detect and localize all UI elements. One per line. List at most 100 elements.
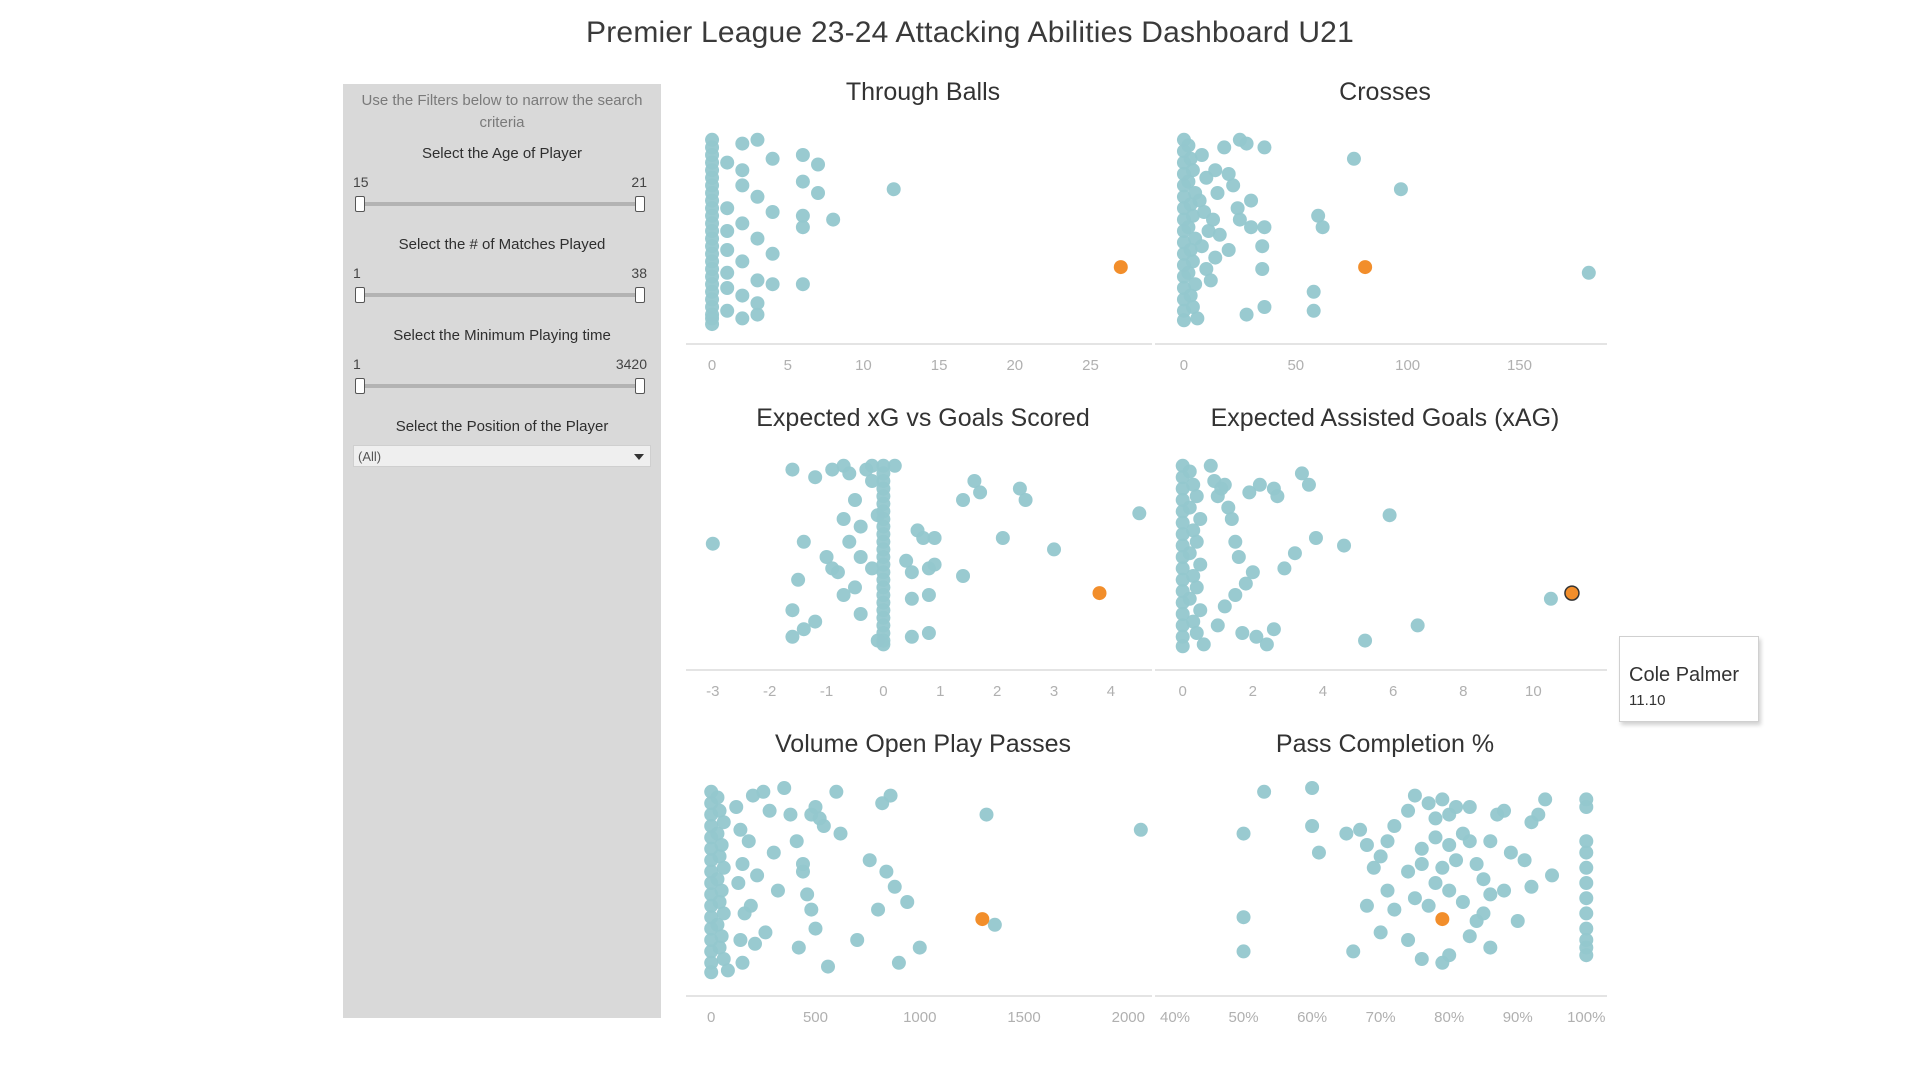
player-point[interactable]: [1579, 891, 1594, 906]
player-point[interactable]: [1462, 800, 1477, 814]
player-point[interactable]: [1212, 227, 1227, 242]
player-point[interactable]: [1410, 618, 1425, 633]
player-point[interactable]: [750, 231, 765, 246]
player-point[interactable]: [1435, 860, 1450, 875]
player-point[interactable]: [836, 512, 851, 526]
player-point[interactable]: [1428, 811, 1443, 826]
player-point[interactable]: [1210, 186, 1225, 200]
player-point[interactable]: [826, 212, 841, 227]
player-point[interactable]: [842, 534, 857, 549]
player-point[interactable]: [1018, 493, 1033, 507]
player-point[interactable]: [770, 883, 785, 898]
player-point[interactable]: [876, 496, 891, 511]
player-point[interactable]: [967, 474, 982, 488]
player-point[interactable]: [1359, 898, 1374, 913]
player-point[interactable]: [1524, 879, 1539, 894]
player-point[interactable]: [1579, 834, 1594, 849]
player-point[interactable]: [720, 224, 735, 238]
player-point[interactable]: [979, 807, 994, 822]
player-point[interactable]: [879, 864, 894, 879]
player-point[interactable]: [785, 629, 800, 644]
player-point[interactable]: [1449, 800, 1464, 814]
player-point[interactable]: [956, 569, 971, 583]
player-point[interactable]: [720, 243, 735, 257]
player-point[interactable]: [904, 565, 919, 580]
player-point[interactable]: [1208, 163, 1223, 178]
player-point[interactable]: [1217, 140, 1232, 155]
player-point[interactable]: [1428, 830, 1443, 845]
player-point[interactable]: [865, 474, 880, 488]
position-dropdown[interactable]: (All): [353, 445, 651, 467]
player-point[interactable]: [705, 317, 720, 332]
player-point[interactable]: [1428, 876, 1443, 890]
player-point[interactable]: [1175, 639, 1190, 654]
player-point[interactable]: [705, 292, 720, 307]
player-point[interactable]: [743, 898, 758, 913]
player-point[interactable]: [1287, 546, 1302, 561]
player-point[interactable]: [1245, 565, 1260, 580]
player-point[interactable]: [921, 588, 936, 602]
chevron-down-icon[interactable]: [634, 454, 644, 460]
player-point[interactable]: [1308, 531, 1323, 545]
playing-time-range-slider[interactable]: [353, 378, 651, 394]
highlighted-player-point[interactable]: [1435, 912, 1450, 927]
player-point[interactable]: [876, 572, 891, 587]
player-point[interactable]: [825, 561, 840, 576]
player-point[interactable]: [836, 588, 851, 602]
player-point[interactable]: [796, 534, 811, 549]
player-point[interactable]: [1193, 603, 1208, 618]
player-point[interactable]: [1581, 265, 1596, 280]
player-point[interactable]: [748, 936, 763, 951]
player-point[interactable]: [720, 201, 735, 216]
player-point[interactable]: [1358, 633, 1373, 648]
player-point[interactable]: [705, 262, 720, 276]
player-point[interactable]: [1189, 534, 1204, 549]
player-point[interactable]: [1393, 182, 1408, 197]
player-point[interactable]: [870, 508, 885, 523]
highlighted-player-point[interactable]: [1092, 586, 1107, 601]
player-point[interactable]: [876, 603, 891, 618]
player-point[interactable]: [1183, 151, 1198, 166]
player-point[interactable]: [808, 614, 823, 629]
player-point[interactable]: [876, 588, 891, 602]
player-point[interactable]: [1182, 546, 1197, 561]
player-point[interactable]: [1183, 288, 1198, 303]
player-point[interactable]: [1232, 212, 1247, 227]
player-point[interactable]: [886, 182, 901, 197]
player-point[interactable]: [1196, 637, 1211, 652]
player-point[interactable]: [1193, 557, 1208, 572]
player-point[interactable]: [865, 458, 880, 473]
player-point[interactable]: [1339, 826, 1354, 841]
player-point[interactable]: [1181, 265, 1196, 280]
player-point[interactable]: [750, 868, 765, 883]
player-point[interactable]: [1249, 629, 1264, 644]
player-point[interactable]: [804, 902, 819, 917]
player-point[interactable]: [1483, 940, 1498, 955]
player-point[interactable]: [1182, 500, 1197, 515]
player-point[interactable]: [1401, 933, 1416, 947]
player-point[interactable]: [862, 853, 877, 868]
player-point[interactable]: [705, 536, 720, 551]
player-point[interactable]: [921, 626, 936, 640]
player-point[interactable]: [750, 273, 765, 288]
player-point[interactable]: [795, 277, 810, 292]
player-point[interactable]: [1414, 841, 1429, 856]
player-point[interactable]: [795, 220, 810, 235]
player-point[interactable]: [1185, 208, 1200, 223]
player-point[interactable]: [847, 493, 862, 507]
player-point[interactable]: [800, 887, 815, 902]
player-point[interactable]: [735, 178, 750, 193]
player-point[interactable]: [731, 876, 746, 890]
player-point[interactable]: [756, 784, 771, 799]
player-point[interactable]: [865, 561, 880, 576]
player-point[interactable]: [1382, 508, 1397, 523]
player-point[interactable]: [716, 952, 731, 966]
player-point[interactable]: [714, 838, 729, 852]
player-point[interactable]: [1186, 477, 1201, 492]
player-point[interactable]: [1401, 803, 1416, 818]
player-point[interactable]: [795, 857, 810, 871]
player-point[interactable]: [1543, 591, 1558, 606]
player-point[interactable]: [1579, 800, 1594, 814]
player-point[interactable]: [876, 466, 891, 481]
player-point[interactable]: [765, 246, 780, 261]
